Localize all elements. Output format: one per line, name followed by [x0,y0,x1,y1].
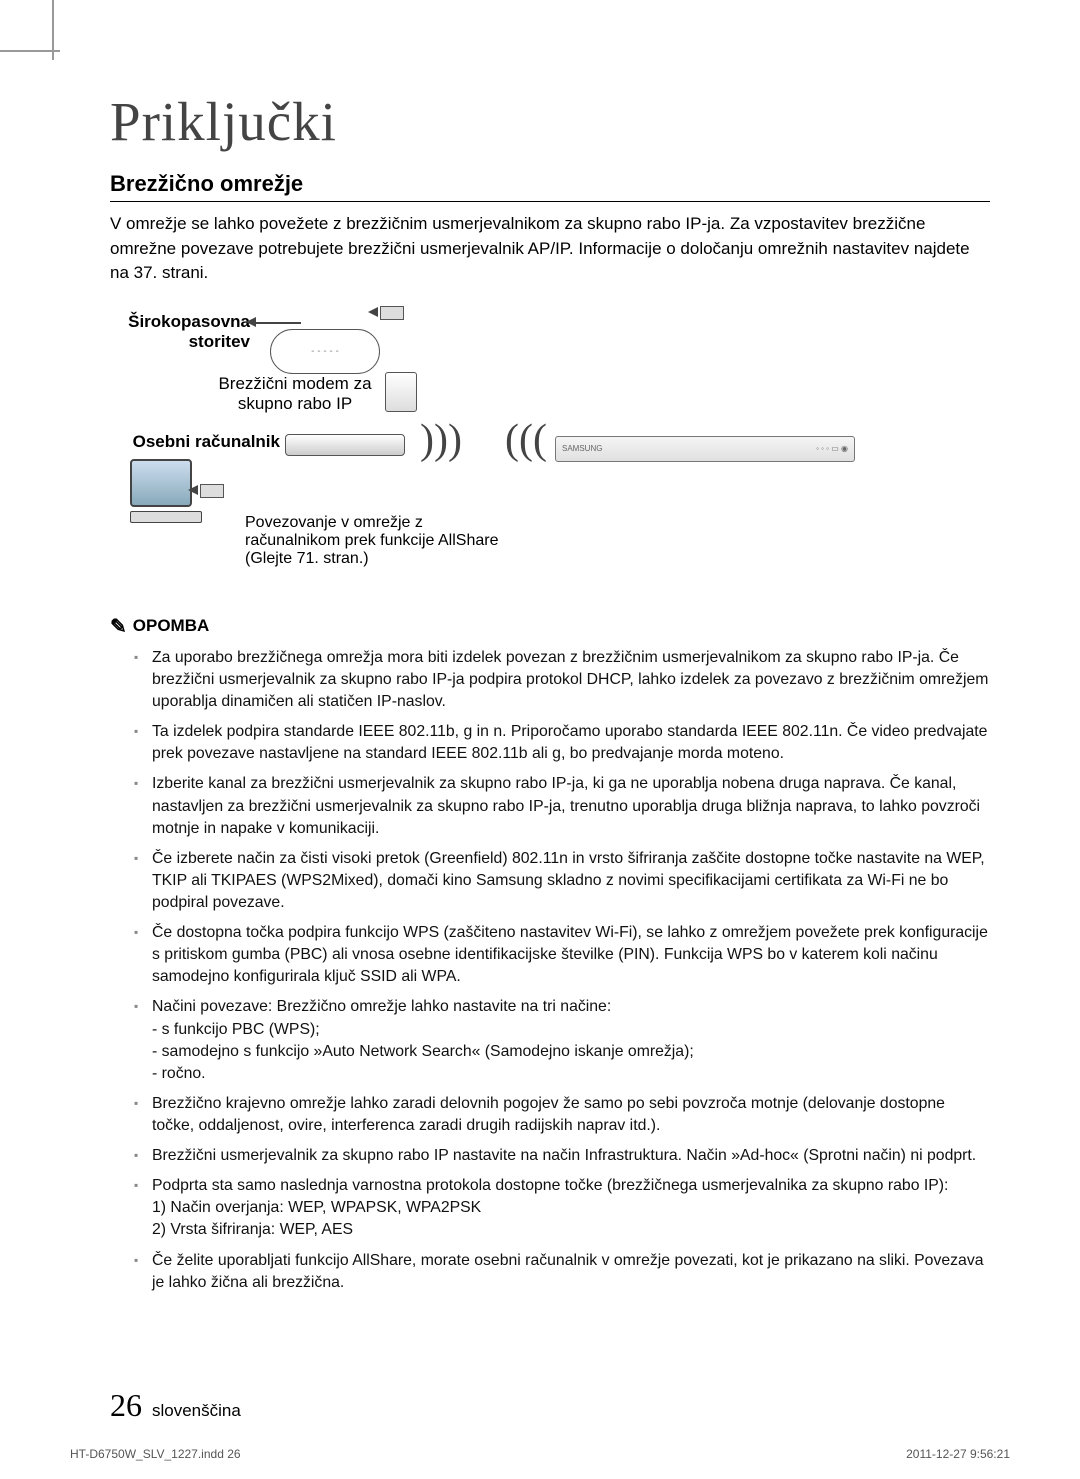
note-item: Brezžični usmerjevalnik za skupno rabo I… [134,1145,990,1167]
small-modem-icon [380,306,404,320]
cloud-icon: - - - - - [270,329,380,374]
allshare-note: Povezovanje v omrežje z računalnikom pre… [245,514,505,568]
crop-mark-horizontal [0,50,60,52]
network-diagram: Širokopasovna storitev - - - - - Brezžič… [110,304,990,594]
note-item: Izberite kanal za brezžični usmerjevalni… [134,773,990,839]
allshare-plain: (Glejte 71. stran.) [245,550,369,567]
note-item: Če dostopna točka podpira funkcijo WPS (… [134,922,990,988]
arrow-head [368,307,378,317]
intro-paragraph: V omrežje se lahko povežete z brezžičnim… [110,212,990,286]
note-item: Brezžično krajevno omrežje lahko zaradi … [134,1093,990,1137]
arrow-line [253,322,301,324]
note-item: Ta izdelek podpira standarde IEEE 802.11… [134,721,990,765]
page-title: Priključki [110,90,990,153]
page-number: 26 [110,1387,142,1424]
broadband-label: Širokopasovna storitev [100,312,250,352]
note-item: Za uporabo brezžičnega omrežja mora biti… [134,647,990,713]
notes-list: Za uporabo brezžičnega omrežja mora biti… [110,647,990,1294]
note-item: Podprta sta samo naslednja varnostna pro… [134,1175,990,1241]
device-brand: SAMSUNG [562,444,602,453]
receiver-device: SAMSUNG ◦ ◦ ◦ ▭ ◉ [555,436,855,462]
pc-label: Osebni računalnik [100,432,280,452]
allshare-bold: Povezovanje v omrežje z računalnikom pre… [245,514,498,549]
note-item: Načini povezave: Brezžično omrežje lahko… [134,996,990,1084]
page-content: Priključki Brezžično omrežje V omrežje s… [110,90,990,1302]
note-heading-text: OPOMBA [133,616,210,636]
note-item: Če izberete način za čisti visoki pretok… [134,848,990,914]
wave-right-icon: ))) [420,416,462,464]
note-item: Če želite uporabljati funkcijo AllShare,… [134,1250,990,1294]
footer-left: HT-D6750W_SLV_1227.indd 26 [70,1447,241,1461]
modem-icon [385,372,417,412]
wave-left-icon: ((( [505,416,547,464]
router-icon [285,434,405,456]
arrow-head [246,317,256,327]
page-number-block: 26 slovenščina [110,1387,241,1424]
arrow-head [188,485,198,495]
page-language: slovenščina [152,1401,241,1421]
note-icon: ✎ [110,614,127,639]
note-heading: ✎ OPOMBA [110,614,990,639]
device-controls: ◦ ◦ ◦ ▭ ◉ [816,444,848,453]
modem-label: Brezžični modem za skupno rabo IP [210,374,380,414]
connector-icon [200,484,224,498]
section-heading: Brezžično omrežje [110,171,990,202]
footer-right: 2011-12-27 9:56:21 [906,1447,1010,1461]
